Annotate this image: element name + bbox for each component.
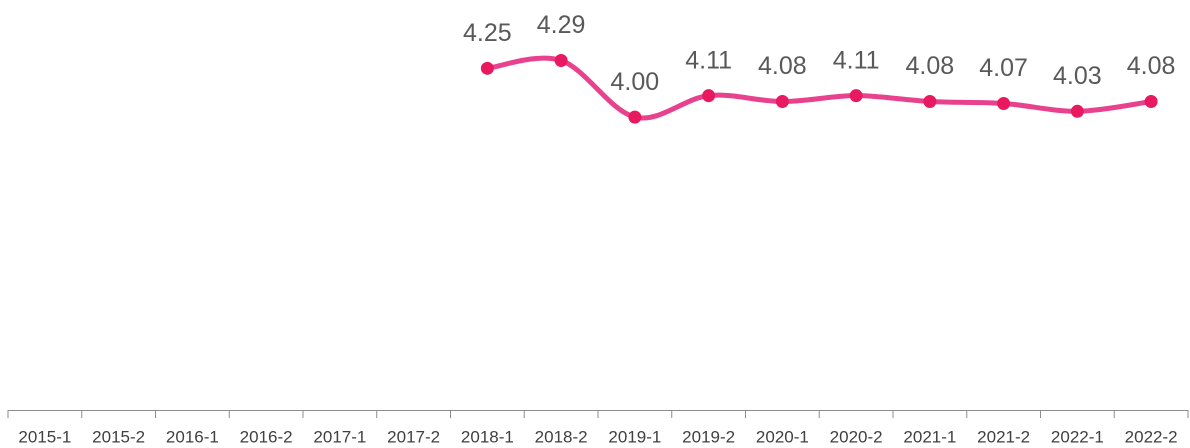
marker (628, 110, 642, 124)
marker (849, 89, 863, 103)
x-tick-label: 2021-2 (977, 427, 1030, 446)
data-label: 4.29 (537, 11, 586, 39)
x-tick-label: 2019-1 (608, 427, 661, 446)
marker (1144, 95, 1158, 109)
x-tick-label: 2016-2 (240, 427, 293, 446)
x-tick-label: 2018-1 (461, 427, 514, 446)
x-tick-label: 2022-1 (1051, 427, 1104, 446)
x-tick-label: 2017-2 (387, 427, 440, 446)
marker (923, 95, 937, 109)
data-label: 4.00 (611, 68, 660, 96)
x-tick-label: 2018-2 (535, 427, 588, 446)
marker (775, 95, 789, 109)
marker (702, 89, 716, 103)
data-label: 4.08 (758, 52, 807, 80)
x-tick-label: 2015-2 (92, 427, 145, 446)
marker (554, 54, 568, 68)
data-label: 4.03 (1053, 62, 1102, 90)
x-tick-label: 2021-1 (903, 427, 956, 446)
x-tick-label: 2017-1 (313, 427, 366, 446)
x-tick-label: 2020-2 (830, 427, 883, 446)
marker (997, 96, 1011, 110)
data-label: 4.07 (979, 54, 1028, 82)
x-tick-label: 2019-2 (682, 427, 735, 446)
x-tick-label: 2016-1 (166, 427, 219, 446)
x-tick-label: 2020-1 (756, 427, 809, 446)
line (484, 55, 1154, 121)
data-label: 4.08 (1127, 52, 1176, 80)
marker (1070, 104, 1084, 118)
data-label: 4.25 (463, 19, 512, 47)
x-tick-label: 2015-1 (18, 427, 71, 446)
x-tick-label: 2022-2 (1125, 427, 1178, 446)
data-label: 4.08 (906, 52, 955, 80)
marker (480, 61, 494, 75)
data-label: 4.11 (833, 46, 880, 74)
data-label: 4.11 (685, 46, 732, 74)
